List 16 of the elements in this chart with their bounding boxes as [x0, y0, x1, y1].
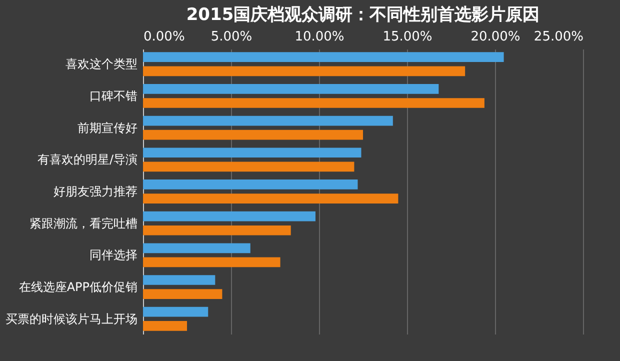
chart-title: 2015国庆档观众调研：不同性别首选影片原因 — [186, 5, 540, 25]
y-tick-label: 前期宣传好 — [78, 120, 138, 135]
y-tick-label: 喜欢这个类型 — [66, 57, 138, 72]
x-tick-label: 0.00% — [144, 30, 185, 44]
y-tick-label: 口碑不错 — [90, 88, 138, 103]
x-tick-label: 15.00% — [382, 30, 432, 44]
x-tick-label: 10.00% — [294, 30, 344, 44]
y-tick-label: 买票的时候该片马上开场 — [6, 312, 138, 326]
y-tick-label: 在线选座APP低价促销 — [18, 280, 138, 294]
y-tick-label: 紧跟潮流，看完吐槽 — [30, 216, 138, 230]
x-tick-label: 20.00% — [470, 30, 520, 44]
x-tick-label: 25.00% — [534, 30, 584, 44]
y-tick-label: 好朋友强力推荐 — [54, 184, 138, 198]
y-tick-label: 有喜欢的明星/导演 — [37, 152, 138, 167]
y-tick-label: 同伴选择 — [90, 248, 138, 262]
x-tick-label: 5.00% — [210, 30, 252, 44]
